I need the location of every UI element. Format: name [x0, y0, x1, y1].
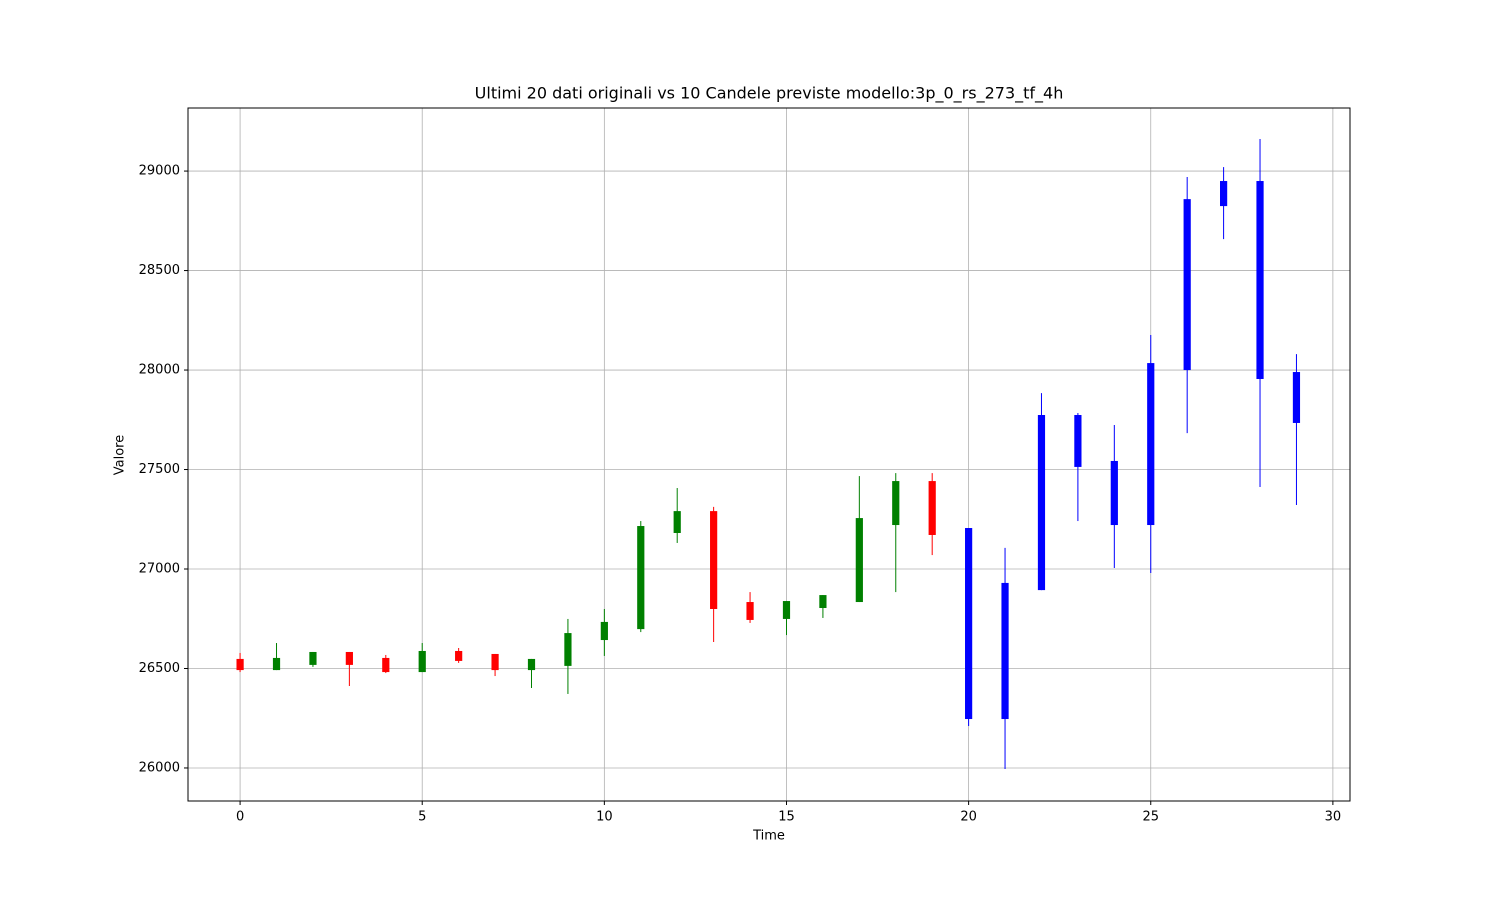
candle-body	[1001, 582, 1009, 720]
candle-body	[455, 650, 463, 661]
y-tick-label: 27000	[139, 562, 180, 577]
plot-area	[188, 108, 1350, 801]
candle-body	[236, 658, 244, 671]
candle-body	[637, 526, 645, 630]
candle-body	[309, 651, 317, 665]
candle-body	[782, 601, 791, 619]
y-tick-label: 29000	[139, 164, 180, 179]
x-tick-label: 0	[236, 810, 244, 825]
candle-body	[892, 481, 900, 526]
x-tick-label: 10	[596, 810, 613, 825]
y-axis-label: Valore	[113, 435, 128, 475]
x-tick-label: 20	[960, 810, 977, 825]
x-axis-label: Time	[752, 829, 785, 844]
candle-body	[1037, 415, 1046, 591]
y-tick-label: 28500	[139, 263, 180, 278]
candle-body	[746, 602, 754, 620]
candle-body	[710, 511, 718, 609]
candle-body	[600, 621, 608, 641]
candle-body	[928, 481, 936, 535]
y-tick-label: 28000	[139, 363, 180, 378]
chart-title: Ultimi 20 dati originali vs 10 Candele p…	[475, 84, 1064, 104]
y-tick-label: 26000	[139, 760, 180, 775]
candle-body	[1183, 199, 1191, 371]
y-tick-label: 27500	[139, 462, 180, 477]
x-tick-label: 25	[1142, 810, 1159, 825]
plot-frame	[187, 107, 1351, 802]
candle-body	[272, 657, 281, 671]
candle-body	[527, 658, 536, 671]
candle-body	[345, 651, 353, 665]
candle-body	[673, 511, 681, 533]
candle-body	[965, 528, 973, 720]
candle-body	[382, 657, 390, 673]
candle-body	[1110, 460, 1118, 526]
candle-body	[564, 633, 572, 666]
x-tick-label: 30	[1325, 810, 1342, 825]
candle-body	[1147, 363, 1155, 526]
y-tick-label: 26500	[139, 661, 180, 676]
candle-body	[819, 595, 827, 609]
candle-body	[418, 650, 426, 673]
candle-body	[1256, 181, 1264, 379]
candle-body	[1292, 372, 1301, 423]
candle-body	[491, 653, 499, 671]
candle-body	[1220, 181, 1228, 207]
x-tick-label: 15	[778, 810, 795, 825]
x-tick-label: 5	[418, 810, 426, 825]
candle-body	[1074, 415, 1082, 467]
candle-body	[855, 518, 863, 603]
